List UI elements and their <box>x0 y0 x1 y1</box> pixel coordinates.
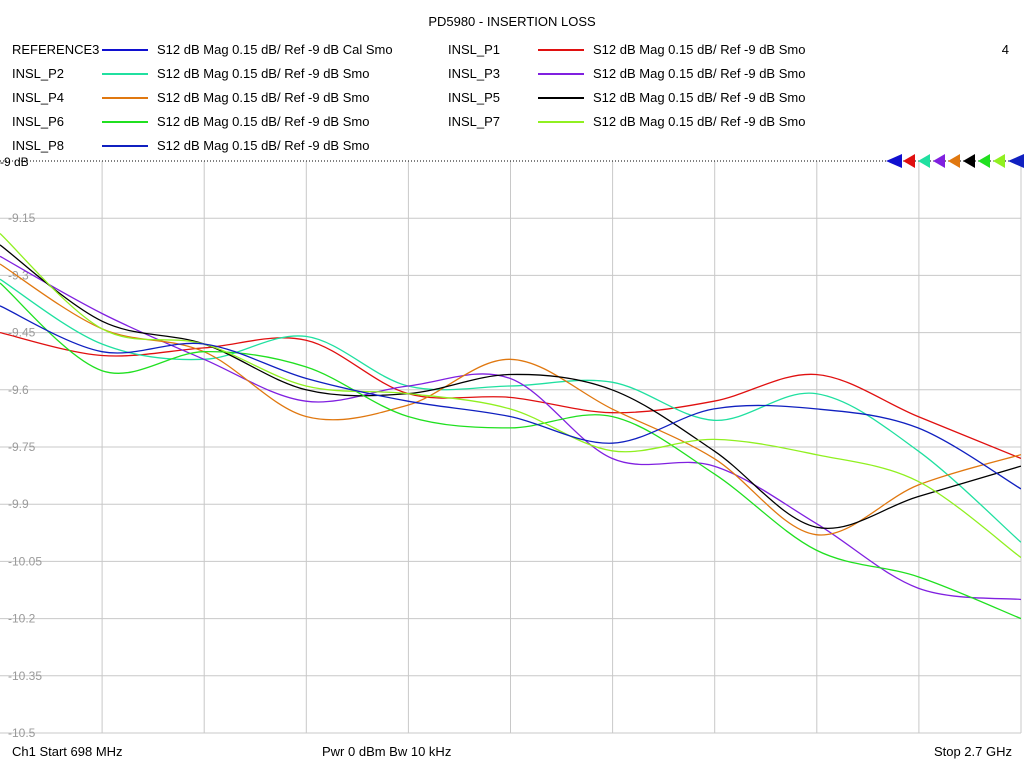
trace-insl-p8 <box>0 305 1021 490</box>
y-tick-label: -10.35 <box>8 669 42 683</box>
legend-trace-name: INSL_P4 <box>12 90 65 105</box>
legend-trace-name: INSL_P7 <box>448 114 501 129</box>
reference-marker-icon <box>963 154 975 168</box>
legend-entry: INSL_P4 S12 dB Mag 0.15 dB/ Ref -9 dB Smo <box>12 90 432 106</box>
legend-trace-format: S12 dB Mag 0.15 dB/ Ref -9 dB Smo <box>593 114 806 129</box>
legend-trace-format: S12 dB Mag 0.15 dB/ Ref -9 dB Smo <box>157 138 370 153</box>
y-tick-label: -9.6 <box>8 383 29 397</box>
legend-trace-format: S12 dB Mag 0.15 dB/ Ref -9 dB Smo <box>593 90 806 105</box>
chart-title: PD5980 - INSERTION LOSS <box>428 14 596 29</box>
trace-insl-p5 <box>0 244 1021 529</box>
legend-line-swatch <box>538 97 584 99</box>
legend-trace-name: REFERENCE3 <box>12 42 100 57</box>
reference-marker-icon <box>948 154 960 168</box>
legend-trace-name: INSL_P6 <box>12 114 65 129</box>
trace-insl-p6 <box>0 282 1021 620</box>
reference-marker-icon <box>903 154 915 168</box>
reference-marker-icon <box>886 154 902 168</box>
trace-insl-p3 <box>0 255 1021 601</box>
reference-level-label: -9 dB <box>0 155 29 169</box>
legend-trace-format: S12 dB Mag 0.15 dB/ Ref -9 dB Smo <box>593 42 806 57</box>
legend-trace-name: INSL_P2 <box>12 66 65 81</box>
legend-entry: INSL_P7 S12 dB Mag 0.15 dB/ Ref -9 dB Smo <box>448 114 868 130</box>
legend-trace-format: S12 dB Mag 0.15 dB/ Ref -9 dB Smo <box>157 114 370 129</box>
reference-marker-icon <box>993 154 1005 168</box>
channel-number: 4 <box>1001 42 1009 57</box>
legend-line-swatch <box>102 49 148 51</box>
trace-insl-p1 <box>0 331 1021 460</box>
y-tick-label: -10.05 <box>8 554 42 568</box>
trace-insl-p2 <box>0 278 1021 543</box>
legend-entry: INSL_P6 S12 dB Mag 0.15 dB/ Ref -9 dB Smo <box>12 114 432 130</box>
legend-entry: INSL_P3 S12 dB Mag 0.15 dB/ Ref -9 dB Smo <box>448 66 868 82</box>
legend-trace-format: S12 dB Mag 0.15 dB/ Ref -9 dB Smo <box>593 66 806 81</box>
legend-trace-name: INSL_P5 <box>448 90 501 105</box>
reference-marker-icon <box>933 154 945 168</box>
legend-entry: INSL_P1 S12 dB Mag 0.15 dB/ Ref -9 dB Smo <box>448 42 868 58</box>
legend-entry: INSL_P2 S12 dB Mag 0.15 dB/ Ref -9 dB Smo <box>12 66 432 82</box>
footer-start-frequency: Ch1 Start 698 MHz <box>12 744 123 759</box>
legend-line-swatch <box>102 97 148 99</box>
legend-line-swatch <box>102 121 148 123</box>
y-tick-label: -9.3 <box>8 268 29 282</box>
legend-entry: REFERENCE3 S12 dB Mag 0.15 dB/ Ref -9 dB … <box>12 42 432 58</box>
legend-trace-name: INSL_P3 <box>448 66 501 81</box>
reference-marker-icon <box>978 154 990 168</box>
y-tick-label: -10.5 <box>8 726 36 740</box>
legend-trace-format: S12 dB Mag 0.15 dB/ Ref -9 dB Smo <box>157 66 370 81</box>
reference-marker-icon <box>1008 154 1024 168</box>
legend-trace-format: S12 dB Mag 0.15 dB/ Ref -9 dB Smo <box>157 90 370 105</box>
y-tick-label: -9.45 <box>8 326 36 340</box>
legend-line-swatch <box>102 73 148 75</box>
legend-entry: INSL_P5 S12 dB Mag 0.15 dB/ Ref -9 dB Smo <box>448 90 868 106</box>
footer-power-bandwidth: Pwr 0 dBm Bw 10 kHz <box>322 744 452 759</box>
legend-line-swatch <box>538 49 584 51</box>
legend-trace-format: S12 dB Mag 0.15 dB/ Ref -9 dB Cal Smo <box>157 42 393 57</box>
legend-line-swatch <box>538 73 584 75</box>
legend-line-swatch <box>538 121 584 123</box>
y-tick-label: -9.15 <box>8 211 36 225</box>
footer-stop-frequency: Stop 2.7 GHz <box>933 744 1012 759</box>
trace-insl-p7 <box>0 233 1021 559</box>
legend-entry: INSL_P8 S12 dB Mag 0.15 dB/ Ref -9 dB Smo <box>12 138 432 154</box>
trace-insl-p4 <box>0 263 1021 536</box>
y-tick-label: -9.75 <box>8 440 36 454</box>
y-tick-label: -9.9 <box>8 497 29 511</box>
reference-marker-icon <box>918 154 930 168</box>
legend-trace-name: INSL_P8 <box>12 138 65 153</box>
legend-line-swatch <box>102 145 148 147</box>
legend-trace-name: INSL_P1 <box>448 42 501 57</box>
y-tick-label: -10.2 <box>8 612 36 626</box>
